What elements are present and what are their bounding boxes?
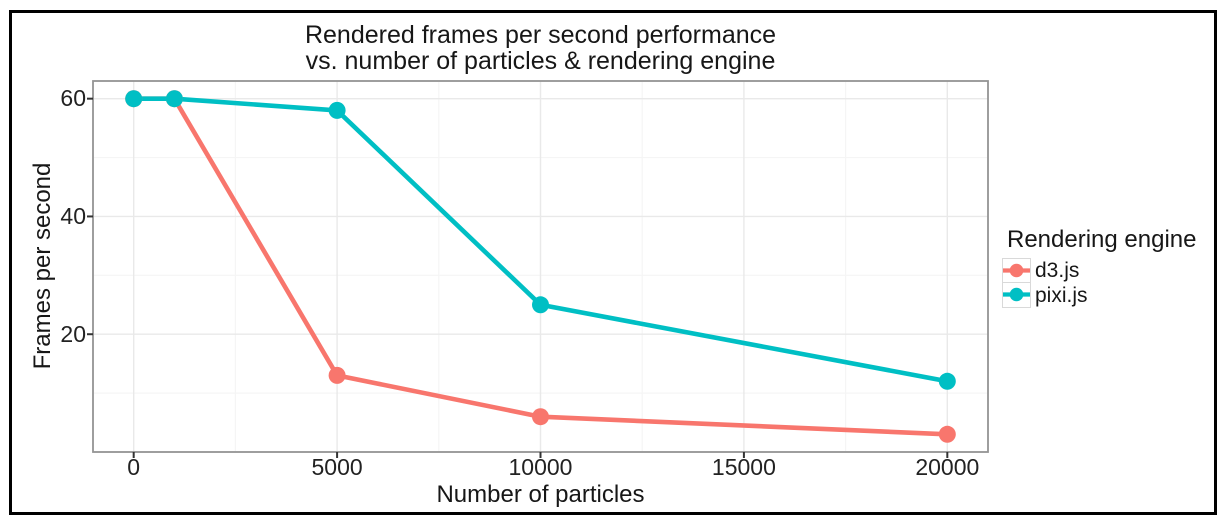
legend: Rendering engine d3.js pixi.js [1002, 228, 1196, 308]
legend-label-pixijs: pixi.js [1035, 283, 1088, 307]
legend-key-glyph [1003, 263, 1030, 278]
legend-key-pixijs-icon [1002, 283, 1031, 308]
legend-key-glyph [1003, 287, 1030, 302]
data-point-d3js [328, 366, 346, 384]
data-point-d3js [532, 408, 549, 426]
x-axis-title: Number of particles [436, 481, 645, 508]
x-tick-label: 10000 [508, 454, 573, 480]
legend-label-d3js: d3.js [1035, 258, 1080, 282]
x-tick-label: 20000 [915, 454, 980, 480]
chart-title-line2: vs. number of particles & rendering engi… [305, 46, 776, 75]
figure-border [9, 10, 1217, 515]
data-point-pixijs [532, 296, 549, 314]
chart-title-line1: Rendered frames per second performance [304, 21, 777, 49]
data-point-pixijs [165, 90, 183, 108]
y-tick-label: 60 [60, 85, 86, 112]
legend-key-d3js-icon [1002, 258, 1031, 283]
legend-item-pixijs: pixi.js [1002, 283, 1196, 308]
data-point-pixijs [328, 101, 346, 119]
legend-item-d3js: d3.js [1002, 258, 1196, 283]
data-point-d3js [938, 425, 956, 443]
x-tick-label: 15000 [711, 454, 776, 480]
data-point-pixijs [938, 372, 956, 390]
legend-title: Rendering engine [1007, 226, 1197, 253]
x-tick-label: 5000 [311, 454, 363, 480]
x-tick-label: 0 [127, 454, 141, 480]
y-tick-label: 40 [60, 202, 86, 229]
y-tick-label: 20 [60, 320, 86, 347]
data-point-pixijs [125, 90, 143, 108]
chart-title: Rendered frames per second performance v… [93, 21, 988, 75]
